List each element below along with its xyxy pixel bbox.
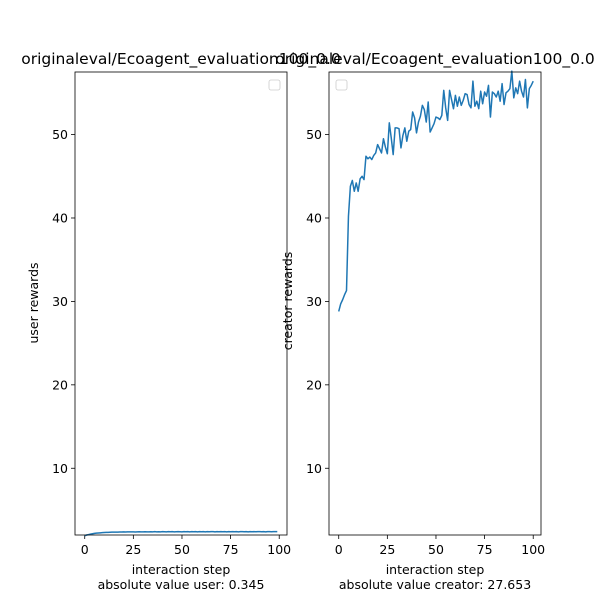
creator-rewards-x-tick-label: 75 <box>477 542 493 557</box>
user-rewards-y-tick-label: 30 <box>52 294 68 309</box>
creator-rewards-plot-area <box>329 72 541 535</box>
creator-rewards-y-ticks: 10 20 30 40 50 <box>306 127 329 476</box>
creator-rewards-x-tick-label: 0 <box>335 542 343 557</box>
user-rewards-x-tick-label: 50 <box>174 542 190 557</box>
creator-rewards-line <box>337 70 534 312</box>
user-rewards-y-tick-label: 10 <box>52 461 68 476</box>
user-rewards-x-ticks: 0 25 50 75 100 <box>81 535 291 557</box>
creator-rewards-y-tick-label: 50 <box>306 127 322 142</box>
user-rewards-legend-box <box>268 79 281 91</box>
user-rewards-caption: absolute value user: 0.345 <box>98 577 265 592</box>
creator-rewards-y-tick-label: 40 <box>306 210 322 225</box>
creator-rewards-x-tick-label: 100 <box>521 542 545 557</box>
user-rewards-plot-area <box>75 72 287 535</box>
creator-rewards-x-ticks: 0 25 50 75 100 <box>335 535 545 557</box>
user-rewards-y-tick-label: 50 <box>52 127 68 142</box>
creator-rewards-y-tick-label: 30 <box>306 294 322 309</box>
creator-rewards-y-tick-label: 10 <box>306 461 322 476</box>
creator-rewards-x-tick-label: 25 <box>379 542 395 557</box>
user-rewards-x-tick-label: 25 <box>125 542 141 557</box>
creator-rewards-x-tick-label: 50 <box>428 542 444 557</box>
creator-rewards-chart-title: originaleval/Ecoagent_evaluation100_0.0 <box>275 50 595 69</box>
creator-rewards-subplot: 0 25 50 75 100 10 20 30 40 50 originaleval/Ecoag… <box>275 50 595 592</box>
user-rewards-x-axis-label: interaction step <box>132 562 231 577</box>
user-rewards-x-tick-label: 0 <box>81 542 89 557</box>
user-rewards-line <box>84 530 278 537</box>
creator-rewards-y-axis-label: creator rewards <box>280 252 295 351</box>
user-rewards-y-axis-label: user rewards <box>26 262 41 343</box>
user-rewards-axes-frame <box>74 71 288 536</box>
creator-rewards-y-tick-label: 20 <box>306 377 322 392</box>
user-rewards-y-tick-label: 20 <box>52 377 68 392</box>
creator-rewards-caption: absolute value creator: 27.653 <box>339 577 531 592</box>
user-rewards-y-tick-label: 40 <box>52 210 68 225</box>
creator-rewards-axes-frame <box>328 71 542 536</box>
creator-rewards-x-axis-label: interaction step <box>386 562 485 577</box>
user-rewards-chart-title: originaleval/Ecoagent_evaluation100_0.0 <box>21 50 341 69</box>
user-rewards-y-ticks: 10 20 30 40 50 <box>52 127 75 476</box>
creator-rewards-legend-box <box>335 79 348 91</box>
user-rewards-x-tick-label: 100 <box>267 542 291 557</box>
user-rewards-x-tick-label: 75 <box>223 542 239 557</box>
